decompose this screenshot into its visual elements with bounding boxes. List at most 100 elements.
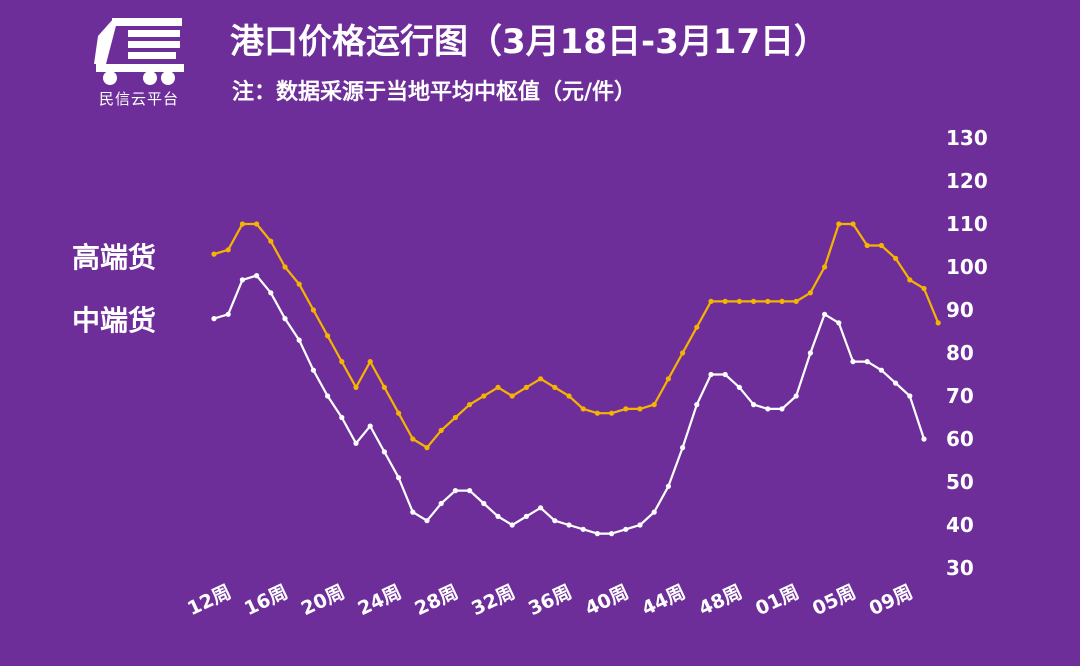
x-axis: 12周 16周 20周 24周 28周 32周 36周 40周 44周 48周 01周 05周 09周 (184, 581, 916, 620)
data-point-mid (580, 526, 586, 532)
x-tick-label: 36周 (525, 581, 575, 620)
data-point-mid (381, 449, 387, 455)
data-point-high (694, 324, 700, 330)
data-point-mid (694, 402, 700, 408)
data-point-high (708, 298, 714, 304)
y-tick-label: 100 (946, 255, 988, 279)
y-tick-label: 70 (946, 384, 974, 408)
data-point-mid (410, 509, 416, 515)
data-point-high (680, 350, 686, 356)
data-point-mid (779, 406, 785, 412)
data-point-high (793, 298, 799, 304)
chart-subtitle: 注：数据采源于当地平均中枢值（元/件） (232, 80, 637, 105)
data-point-high (850, 221, 856, 227)
y-tick-label: 90 (946, 298, 974, 322)
data-point-mid (680, 445, 686, 451)
data-point-mid (751, 402, 757, 408)
x-tick-label: 09周 (866, 581, 916, 620)
data-point-high (396, 410, 402, 416)
x-tick-label: 01周 (752, 581, 802, 620)
data-point-mid (495, 513, 501, 520)
truck-logo-icon (94, 18, 184, 85)
data-point-mid (765, 406, 771, 412)
series-label-high: 高端货 (72, 241, 156, 274)
data-point-mid (864, 359, 870, 365)
data-point-high (410, 436, 416, 442)
data-point-mid (339, 414, 345, 421)
data-point-mid (268, 290, 274, 296)
x-tick-label: 44周 (639, 581, 689, 620)
data-point-mid (353, 440, 359, 446)
data-point-mid (907, 393, 913, 399)
data-point-mid (623, 526, 629, 532)
data-point-high (424, 445, 430, 451)
data-point-high (438, 427, 444, 433)
data-point-high (765, 298, 771, 304)
data-point-high (893, 255, 899, 261)
data-point-high (509, 393, 515, 399)
x-tick-label: 20周 (298, 581, 348, 620)
data-point-mid (609, 531, 615, 537)
data-point-high (878, 242, 885, 249)
data-point-high (239, 221, 245, 227)
data-point-high (665, 376, 672, 382)
series-line-high (213, 222, 940, 449)
data-point-mid (878, 367, 885, 373)
data-point-mid (594, 531, 601, 537)
data-point-mid (211, 316, 217, 322)
data-point-high (779, 298, 785, 304)
data-point-mid (310, 367, 316, 373)
x-tick-label: 32周 (468, 581, 518, 620)
data-point-high (822, 264, 828, 270)
data-point-high (325, 333, 331, 339)
data-point-mid (467, 488, 473, 494)
data-point-mid (651, 509, 657, 515)
data-point-high (296, 281, 302, 287)
data-point-mid (822, 311, 828, 317)
x-tick-label: 24周 (355, 581, 405, 620)
series-layer (211, 221, 941, 537)
data-point-high (722, 298, 728, 304)
data-point-mid (807, 350, 814, 356)
data-point-high (339, 359, 345, 365)
data-point-high (467, 402, 473, 408)
data-point-high (225, 247, 231, 253)
data-point-mid (736, 384, 743, 390)
x-tick-label: 48周 (695, 581, 745, 620)
data-point-mid (722, 371, 728, 378)
data-point-high (623, 406, 629, 412)
data-point-high (651, 402, 657, 408)
data-point-high (637, 406, 643, 412)
y-tick-label: 80 (946, 341, 974, 365)
data-point-high (864, 242, 870, 249)
data-point-high (367, 359, 373, 365)
data-point-mid (552, 518, 558, 524)
data-point-high (907, 277, 913, 283)
data-point-mid (708, 371, 714, 378)
chart-title: 港口价格运行图（3月18日-3月17日） (230, 22, 829, 62)
data-point-mid (424, 518, 430, 524)
data-point-high (381, 384, 387, 390)
data-point-mid (893, 380, 899, 386)
data-point-mid (396, 475, 402, 481)
data-point-high (580, 406, 586, 412)
data-point-mid (850, 359, 856, 365)
data-point-high (495, 384, 501, 390)
data-point-mid (566, 522, 572, 528)
data-point-mid (523, 513, 530, 520)
data-point-mid (665, 483, 672, 489)
data-point-high (751, 298, 757, 304)
data-point-mid (637, 522, 643, 528)
data-point-mid (225, 311, 231, 317)
y-tick-label: 60 (946, 427, 974, 451)
data-point-mid (438, 500, 444, 507)
data-point-high (268, 238, 274, 244)
y-tick-label: 40 (946, 513, 974, 537)
y-tick-label: 110 (946, 212, 988, 236)
data-point-high (921, 285, 927, 292)
series-label-mid: 中端货 (72, 304, 156, 337)
data-point-mid (509, 522, 515, 528)
data-point-mid (325, 393, 331, 399)
data-point-high (282, 264, 288, 270)
